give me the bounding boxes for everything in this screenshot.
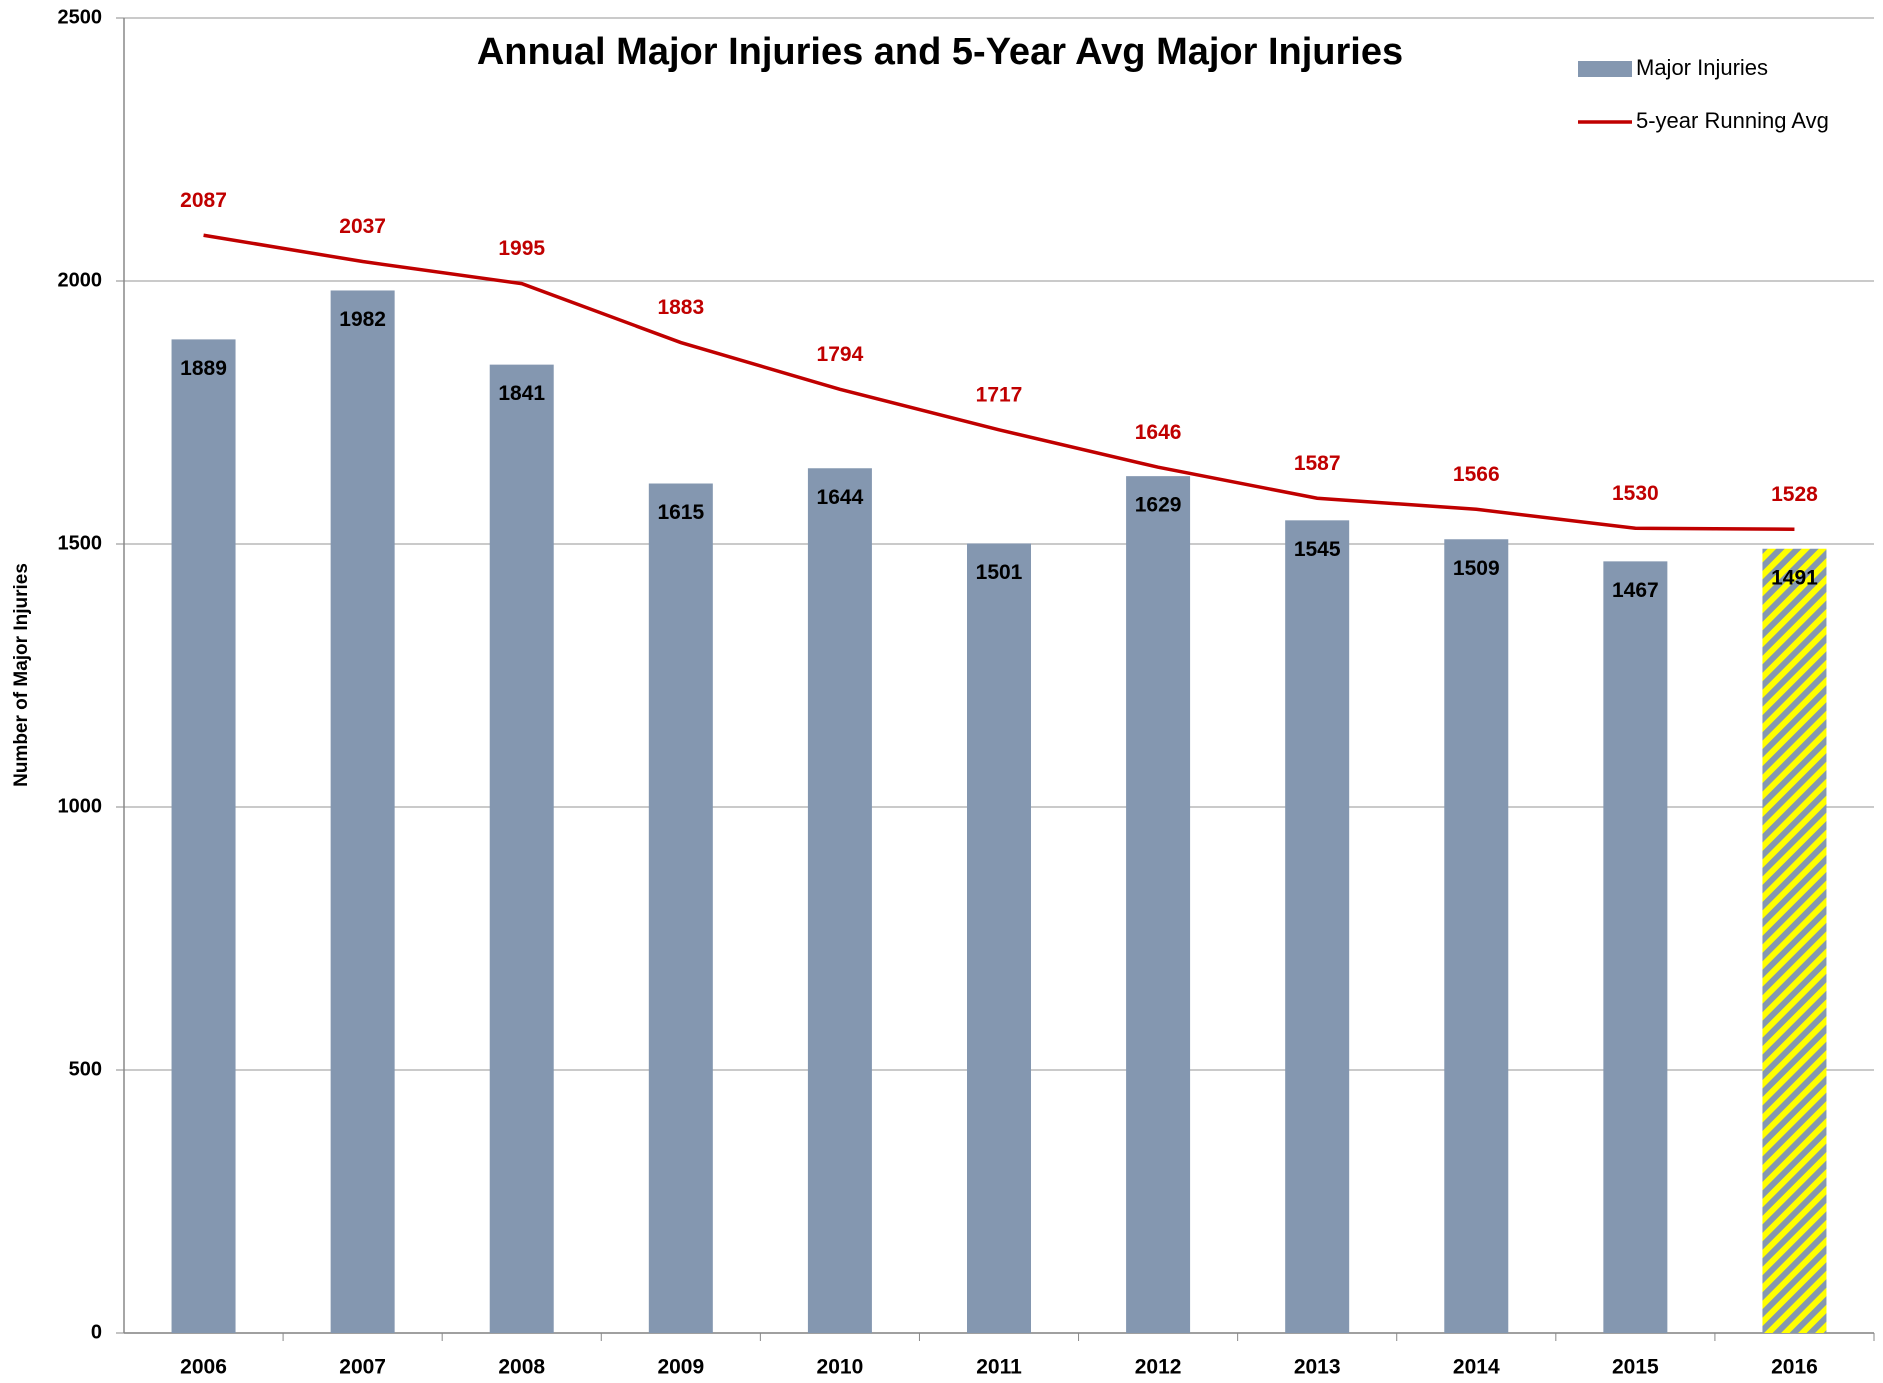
line: [203, 233, 1795, 532]
chart-title: Annual Major Injuries and 5-Year Avg Maj…: [477, 31, 1403, 73]
y-tick-label: 500: [69, 1058, 102, 1080]
bar-value-label: 1615: [657, 501, 704, 524]
line-value-label: 1646: [1135, 421, 1182, 444]
line-value-label: 1794: [817, 343, 864, 366]
line-value-label: 1530: [1612, 482, 1659, 505]
bar-value-label: 1644: [817, 486, 864, 509]
y-tick-label: 1000: [58, 795, 103, 817]
x-tick-label: 2012: [1135, 1356, 1182, 1379]
x-tick-label: 2011: [976, 1356, 1022, 1379]
bar-value-label: 1545: [1294, 538, 1341, 561]
bar: [648, 483, 713, 1333]
x-tick-label: 2013: [1294, 1356, 1341, 1379]
y-tick-label: 2500: [58, 6, 103, 28]
y-tick-label: 2000: [58, 269, 103, 291]
x-tick-label: 2008: [498, 1356, 545, 1379]
bar: [489, 364, 554, 1333]
bar-value-label: 1467: [1612, 579, 1659, 602]
bar: [171, 339, 236, 1333]
bar: [1762, 548, 1827, 1333]
bar: [1126, 476, 1191, 1333]
x-tick-label: 2006: [180, 1356, 227, 1379]
x-tick-label: 2015: [1612, 1356, 1659, 1379]
x-tick-label: 2009: [657, 1356, 704, 1379]
y-tick-label: 1500: [58, 532, 103, 554]
line-value-label: 1717: [976, 383, 1023, 406]
legend-swatch: [1578, 61, 1632, 77]
bar-value-label: 1841: [498, 382, 545, 405]
y-axis-label: Number of Major Injuries: [11, 563, 32, 787]
bar-value-label: 1889: [180, 357, 227, 380]
bar: [967, 543, 1031, 1333]
bar: [1603, 561, 1668, 1333]
legend-label: 5-year Running Avg: [1636, 108, 1829, 133]
legend-label: Major Injuries: [1636, 55, 1768, 80]
bar-value-label: 1982: [339, 308, 386, 331]
line-value-label: 2037: [339, 215, 386, 238]
y-tick-label: 0: [91, 1321, 102, 1343]
x-tick-label: 2010: [817, 1356, 864, 1379]
x-tick-label: 2016: [1771, 1356, 1818, 1379]
bar: [330, 290, 395, 1333]
bar: [1444, 539, 1509, 1333]
line-value-label: 1587: [1294, 452, 1341, 475]
bar: [1285, 520, 1350, 1333]
bar-value-label: 1501: [976, 561, 1023, 584]
line-value-label: 1883: [657, 296, 704, 319]
bar: [807, 468, 872, 1334]
x-tick-label: 2007: [339, 1356, 386, 1379]
line-value-label: 1995: [498, 237, 545, 260]
line-value-label: 1528: [1771, 483, 1818, 506]
x-tick-label: 2014: [1453, 1356, 1500, 1379]
line-value-label: 1566: [1453, 463, 1500, 486]
bar-value-label: 1629: [1135, 494, 1182, 517]
line-value-label: 2087: [180, 189, 227, 212]
bar-value-label: 1509: [1453, 557, 1500, 580]
bar-value-label: 1491: [1771, 566, 1818, 589]
